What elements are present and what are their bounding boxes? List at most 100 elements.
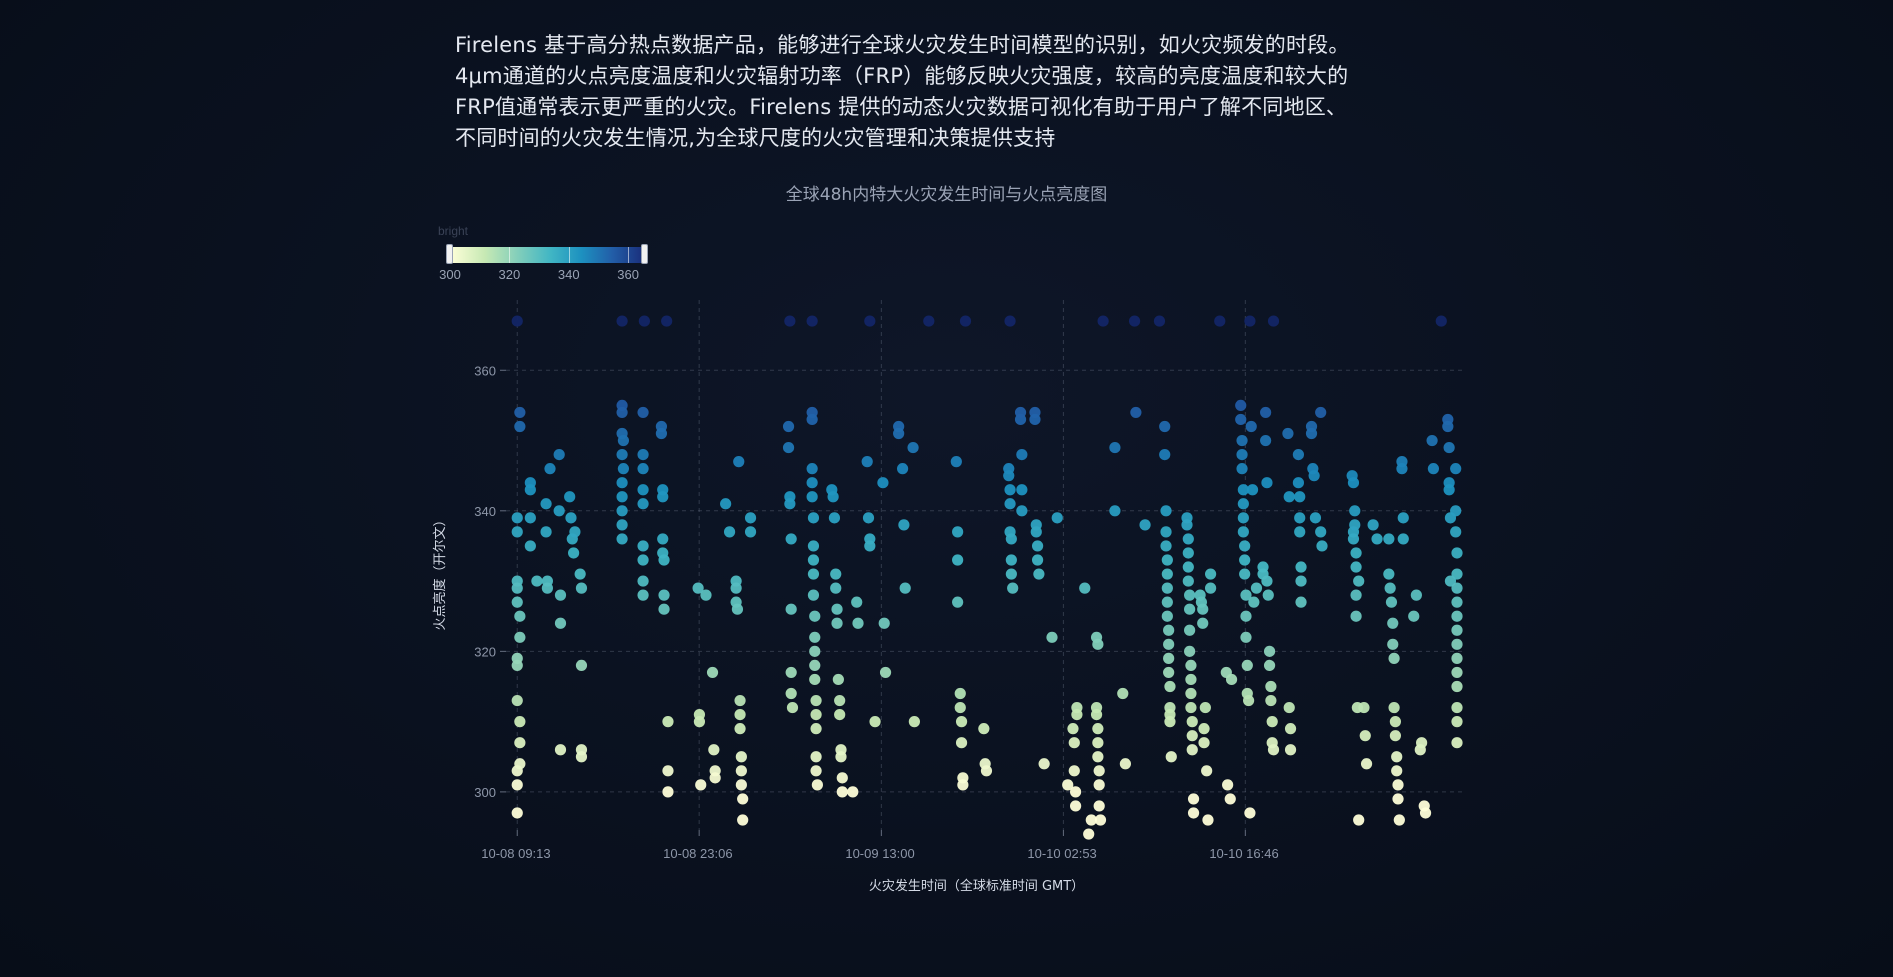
scatter-point[interactable] bbox=[733, 456, 745, 468]
scatter-point[interactable] bbox=[1385, 596, 1398, 608]
scatter-point[interactable] bbox=[1185, 673, 1197, 686]
scatter-point[interactable] bbox=[1069, 786, 1082, 798]
scatter-point[interactable] bbox=[511, 659, 523, 672]
scatter-point[interactable] bbox=[1204, 582, 1217, 594]
scatter-point[interactable] bbox=[1202, 814, 1214, 826]
scatter-point[interactable] bbox=[1161, 568, 1173, 580]
scatter-point[interactable] bbox=[806, 477, 818, 489]
scatter-point[interactable] bbox=[1236, 434, 1248, 447]
scatter-point[interactable] bbox=[1451, 610, 1463, 622]
scatter-point[interactable] bbox=[1397, 512, 1409, 524]
scatter-point[interactable] bbox=[531, 575, 543, 587]
scatter-point[interactable] bbox=[1451, 701, 1463, 714]
scatter-point[interactable] bbox=[1294, 526, 1306, 538]
scatter-point[interactable] bbox=[737, 793, 749, 805]
scatter-point[interactable] bbox=[569, 526, 581, 538]
scatter-point[interactable] bbox=[1295, 575, 1307, 587]
scatter-point[interactable] bbox=[878, 617, 890, 629]
scatter-point[interactable] bbox=[1416, 737, 1428, 749]
scatter-point[interactable] bbox=[637, 575, 649, 587]
scatter-point[interactable] bbox=[834, 708, 846, 721]
scatter-point[interactable] bbox=[1451, 666, 1463, 679]
scatter-point[interactable] bbox=[1260, 434, 1272, 447]
scatter-point[interactable] bbox=[574, 568, 586, 580]
scatter-point[interactable] bbox=[1250, 582, 1263, 594]
scatter-point[interactable] bbox=[1315, 406, 1327, 419]
scatter-point[interactable] bbox=[511, 512, 523, 524]
scatter-point[interactable] bbox=[861, 456, 873, 468]
scatter-point[interactable] bbox=[1294, 512, 1306, 524]
scatter-point[interactable] bbox=[1260, 406, 1272, 419]
scatter-point[interactable] bbox=[1016, 484, 1028, 496]
scatter-point[interactable] bbox=[1185, 659, 1197, 672]
visual-map-min-handle[interactable] bbox=[446, 244, 453, 264]
scatter-point[interactable] bbox=[1237, 484, 1249, 496]
scatter-point[interactable] bbox=[1450, 526, 1462, 538]
scatter-point[interactable] bbox=[807, 540, 820, 552]
scatter-point[interactable] bbox=[1161, 610, 1173, 622]
scatter-point[interactable] bbox=[1165, 751, 1177, 763]
scatter-point[interactable] bbox=[511, 315, 523, 327]
scatter-point[interactable] bbox=[637, 484, 649, 496]
scatter-point[interactable] bbox=[828, 512, 841, 524]
scatter-point[interactable] bbox=[1038, 758, 1050, 770]
scatter-point[interactable] bbox=[1389, 730, 1401, 742]
scatter-point[interactable] bbox=[1267, 315, 1280, 327]
scatter-point[interactable] bbox=[1388, 701, 1400, 714]
scatter-point[interactable] bbox=[1003, 470, 1015, 482]
scatter-point[interactable] bbox=[1235, 399, 1247, 412]
scatter-point[interactable] bbox=[1240, 610, 1252, 622]
scatter-point[interactable] bbox=[1237, 512, 1249, 524]
scatter-point[interactable] bbox=[1450, 505, 1462, 517]
scatter-point[interactable] bbox=[1139, 519, 1151, 531]
scatter-point[interactable] bbox=[959, 315, 972, 327]
scatter-point[interactable] bbox=[1093, 765, 1105, 777]
scatter-point[interactable] bbox=[1161, 554, 1173, 566]
scatter-point[interactable] bbox=[1451, 582, 1463, 594]
scatter-point[interactable] bbox=[1427, 463, 1440, 475]
scatter-point[interactable] bbox=[1443, 441, 1455, 454]
scatter-point[interactable] bbox=[809, 631, 821, 643]
scatter-point[interactable] bbox=[1186, 744, 1198, 756]
scatter-point[interactable] bbox=[907, 441, 919, 454]
scatter-point[interactable] bbox=[957, 779, 969, 791]
scatter-point[interactable] bbox=[1389, 716, 1401, 728]
scatter-point[interactable] bbox=[514, 737, 526, 749]
scatter-point[interactable] bbox=[950, 456, 962, 468]
scatter-point[interactable] bbox=[1391, 765, 1403, 777]
scatter-point[interactable] bbox=[1241, 659, 1253, 672]
scatter-point[interactable] bbox=[1419, 807, 1432, 819]
scatter-point[interactable] bbox=[1197, 603, 1209, 615]
scatter-point[interactable] bbox=[952, 554, 964, 566]
scatter-point[interactable] bbox=[1182, 547, 1194, 559]
scatter-point[interactable] bbox=[1451, 716, 1463, 728]
scatter-point[interactable] bbox=[731, 603, 744, 615]
scatter-point[interactable] bbox=[1005, 533, 1017, 545]
scatter-point[interactable] bbox=[785, 533, 797, 545]
scatter-point[interactable] bbox=[908, 716, 920, 728]
scatter-point[interactable] bbox=[1093, 800, 1105, 812]
scatter-point[interactable] bbox=[1016, 448, 1028, 461]
scatter-point[interactable] bbox=[1353, 575, 1365, 587]
scatter-point[interactable] bbox=[708, 744, 720, 756]
scatter-point[interactable] bbox=[1184, 624, 1196, 636]
scatter-point[interactable] bbox=[1292, 477, 1305, 489]
scatter-point[interactable] bbox=[784, 498, 796, 510]
scatter-point[interactable] bbox=[575, 751, 588, 763]
scatter-point[interactable] bbox=[810, 751, 822, 763]
scatter-point[interactable] bbox=[1094, 814, 1107, 826]
scatter-point[interactable] bbox=[1309, 512, 1322, 524]
scatter-point[interactable] bbox=[514, 631, 526, 643]
scatter-point[interactable] bbox=[1164, 716, 1176, 728]
scatter-point[interactable] bbox=[1236, 463, 1248, 475]
scatter-point[interactable] bbox=[1444, 575, 1457, 587]
scatter-point[interactable] bbox=[1068, 765, 1080, 777]
scatter-point[interactable] bbox=[1004, 315, 1016, 327]
scatter-point[interactable] bbox=[899, 582, 911, 594]
scatter-point[interactable] bbox=[806, 413, 818, 426]
scatter-point[interactable] bbox=[638, 315, 650, 327]
scatter-point[interactable] bbox=[1160, 540, 1172, 552]
scatter-point[interactable] bbox=[811, 779, 823, 791]
scatter-point[interactable] bbox=[1029, 413, 1041, 426]
scatter-point[interactable] bbox=[1164, 680, 1176, 693]
